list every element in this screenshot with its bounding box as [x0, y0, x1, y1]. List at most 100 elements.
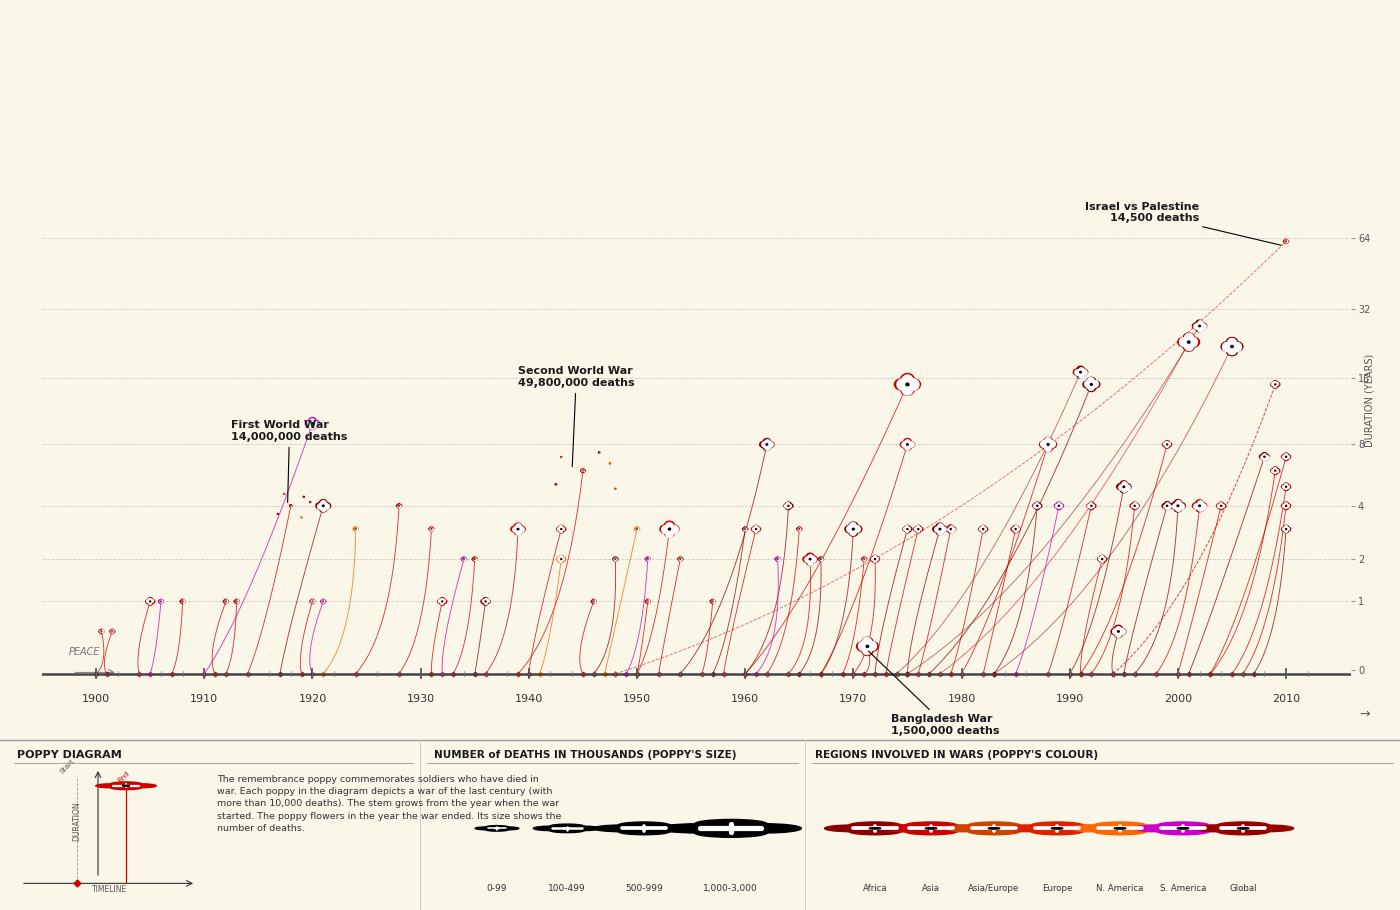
- Circle shape: [305, 420, 312, 427]
- Circle shape: [643, 825, 694, 832]
- Circle shape: [148, 598, 153, 602]
- Circle shape: [645, 558, 648, 561]
- Circle shape: [514, 523, 522, 530]
- Circle shape: [309, 601, 312, 602]
- Circle shape: [1007, 825, 1058, 832]
- Circle shape: [1077, 366, 1084, 372]
- Circle shape: [743, 527, 746, 529]
- Circle shape: [1070, 825, 1121, 832]
- Circle shape: [1197, 324, 1203, 329]
- Circle shape: [636, 527, 638, 529]
- Circle shape: [462, 559, 465, 561]
- Circle shape: [323, 601, 326, 602]
- Circle shape: [557, 527, 561, 531]
- Circle shape: [903, 527, 907, 531]
- Circle shape: [668, 528, 671, 530]
- Circle shape: [857, 642, 868, 651]
- Circle shape: [906, 529, 910, 533]
- Circle shape: [1123, 486, 1124, 488]
- Circle shape: [1030, 828, 1084, 834]
- Circle shape: [1177, 338, 1189, 347]
- Text: Asia: Asia: [923, 885, 939, 894]
- Circle shape: [496, 827, 519, 830]
- Circle shape: [582, 470, 585, 471]
- Circle shape: [1287, 527, 1291, 531]
- Circle shape: [799, 528, 802, 531]
- Circle shape: [937, 529, 944, 535]
- Circle shape: [1057, 502, 1061, 506]
- Circle shape: [1088, 381, 1095, 388]
- Circle shape: [862, 557, 865, 559]
- Circle shape: [1114, 827, 1126, 829]
- Circle shape: [776, 557, 778, 559]
- Circle shape: [560, 528, 563, 531]
- Circle shape: [850, 526, 857, 532]
- Circle shape: [111, 632, 113, 633]
- Circle shape: [321, 503, 326, 509]
- Circle shape: [1264, 455, 1270, 459]
- Circle shape: [615, 558, 616, 560]
- Circle shape: [1284, 455, 1288, 459]
- Circle shape: [1287, 240, 1288, 242]
- Circle shape: [309, 423, 316, 430]
- Text: Israel vs Palestine
14,500 deaths: Israel vs Palestine 14,500 deaths: [1085, 202, 1281, 246]
- Circle shape: [906, 383, 909, 386]
- Circle shape: [148, 602, 153, 605]
- Circle shape: [907, 527, 911, 531]
- Circle shape: [1196, 506, 1203, 511]
- Circle shape: [1086, 378, 1096, 385]
- Circle shape: [1219, 502, 1224, 506]
- Text: S. America: S. America: [1159, 885, 1207, 894]
- Circle shape: [158, 601, 161, 602]
- Circle shape: [808, 557, 813, 561]
- Text: 1950: 1950: [623, 693, 651, 703]
- Circle shape: [1035, 502, 1040, 506]
- Circle shape: [1100, 558, 1105, 561]
- Circle shape: [871, 557, 875, 561]
- Text: 500-999: 500-999: [626, 885, 662, 894]
- Circle shape: [809, 556, 818, 562]
- Text: DURATION: DURATION: [73, 802, 81, 841]
- Circle shape: [1261, 452, 1267, 457]
- Circle shape: [930, 825, 981, 832]
- Circle shape: [1077, 372, 1084, 378]
- Circle shape: [1287, 485, 1291, 489]
- Circle shape: [680, 558, 683, 561]
- Circle shape: [430, 529, 433, 531]
- Circle shape: [582, 470, 585, 471]
- Circle shape: [904, 828, 958, 834]
- Circle shape: [862, 646, 874, 655]
- Circle shape: [925, 827, 937, 829]
- Circle shape: [951, 527, 956, 531]
- Circle shape: [1014, 529, 1018, 533]
- Circle shape: [755, 528, 757, 531]
- Circle shape: [1120, 487, 1127, 492]
- Circle shape: [981, 528, 986, 531]
- Circle shape: [1119, 825, 1170, 832]
- Circle shape: [907, 379, 920, 390]
- Circle shape: [109, 631, 112, 632]
- Circle shape: [1281, 485, 1287, 489]
- Circle shape: [582, 469, 584, 470]
- Circle shape: [1168, 442, 1172, 447]
- Text: Europe: Europe: [1042, 885, 1072, 894]
- Text: 1970: 1970: [839, 693, 868, 703]
- Text: DURATION (YEARS): DURATION (YEARS): [1364, 354, 1375, 447]
- Circle shape: [974, 825, 1014, 831]
- Circle shape: [309, 418, 316, 424]
- Circle shape: [874, 825, 925, 832]
- Circle shape: [463, 558, 465, 560]
- Circle shape: [945, 527, 951, 531]
- Circle shape: [1197, 503, 1203, 508]
- Circle shape: [1284, 457, 1288, 460]
- Text: NUMBER of DEATHS IN THOUSANDS (POPPY'S SIZE): NUMBER of DEATHS IN THOUSANDS (POPPY'S S…: [434, 750, 736, 760]
- Circle shape: [473, 558, 476, 560]
- Circle shape: [1163, 825, 1203, 831]
- Circle shape: [440, 602, 445, 605]
- Text: 0-99: 0-99: [487, 885, 507, 894]
- Circle shape: [848, 529, 858, 536]
- Circle shape: [1100, 555, 1105, 560]
- Circle shape: [869, 827, 881, 829]
- Circle shape: [1030, 822, 1084, 829]
- Circle shape: [399, 505, 402, 507]
